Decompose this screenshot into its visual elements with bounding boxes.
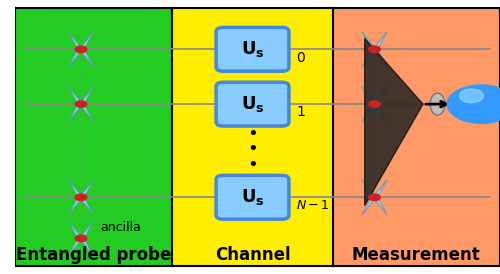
Polygon shape bbox=[68, 32, 94, 67]
Polygon shape bbox=[362, 179, 387, 215]
Circle shape bbox=[368, 194, 380, 201]
Text: $\mathbf{U_s}$: $\mathbf{U_s}$ bbox=[240, 94, 264, 114]
Polygon shape bbox=[68, 179, 94, 215]
Text: $\mathbf{U_s}$: $\mathbf{U_s}$ bbox=[240, 187, 264, 207]
Circle shape bbox=[368, 46, 380, 53]
Polygon shape bbox=[68, 221, 94, 256]
FancyBboxPatch shape bbox=[216, 82, 289, 126]
Text: $\mathbf{U_s}$: $\mathbf{U_s}$ bbox=[240, 39, 264, 59]
Circle shape bbox=[460, 89, 483, 103]
Circle shape bbox=[75, 46, 87, 53]
Text: •
•
•: • • • bbox=[247, 125, 258, 173]
Text: $N-1$: $N-1$ bbox=[296, 199, 330, 212]
Text: Entangled probe: Entangled probe bbox=[16, 246, 172, 264]
Text: Channel: Channel bbox=[214, 246, 290, 264]
Polygon shape bbox=[172, 8, 332, 266]
Ellipse shape bbox=[430, 93, 445, 115]
Circle shape bbox=[368, 101, 380, 107]
Polygon shape bbox=[332, 8, 500, 266]
Circle shape bbox=[75, 194, 87, 201]
Polygon shape bbox=[14, 8, 172, 266]
FancyBboxPatch shape bbox=[216, 27, 289, 71]
Circle shape bbox=[75, 235, 87, 242]
Circle shape bbox=[75, 101, 87, 107]
Polygon shape bbox=[362, 86, 387, 122]
Polygon shape bbox=[68, 86, 94, 122]
Text: 0: 0 bbox=[296, 50, 305, 65]
Polygon shape bbox=[362, 32, 387, 67]
Polygon shape bbox=[364, 38, 423, 206]
Circle shape bbox=[447, 85, 500, 123]
Text: Measurement: Measurement bbox=[352, 246, 480, 264]
FancyBboxPatch shape bbox=[216, 175, 289, 219]
Text: 1: 1 bbox=[296, 105, 305, 119]
Text: ancilla: ancilla bbox=[100, 221, 141, 234]
